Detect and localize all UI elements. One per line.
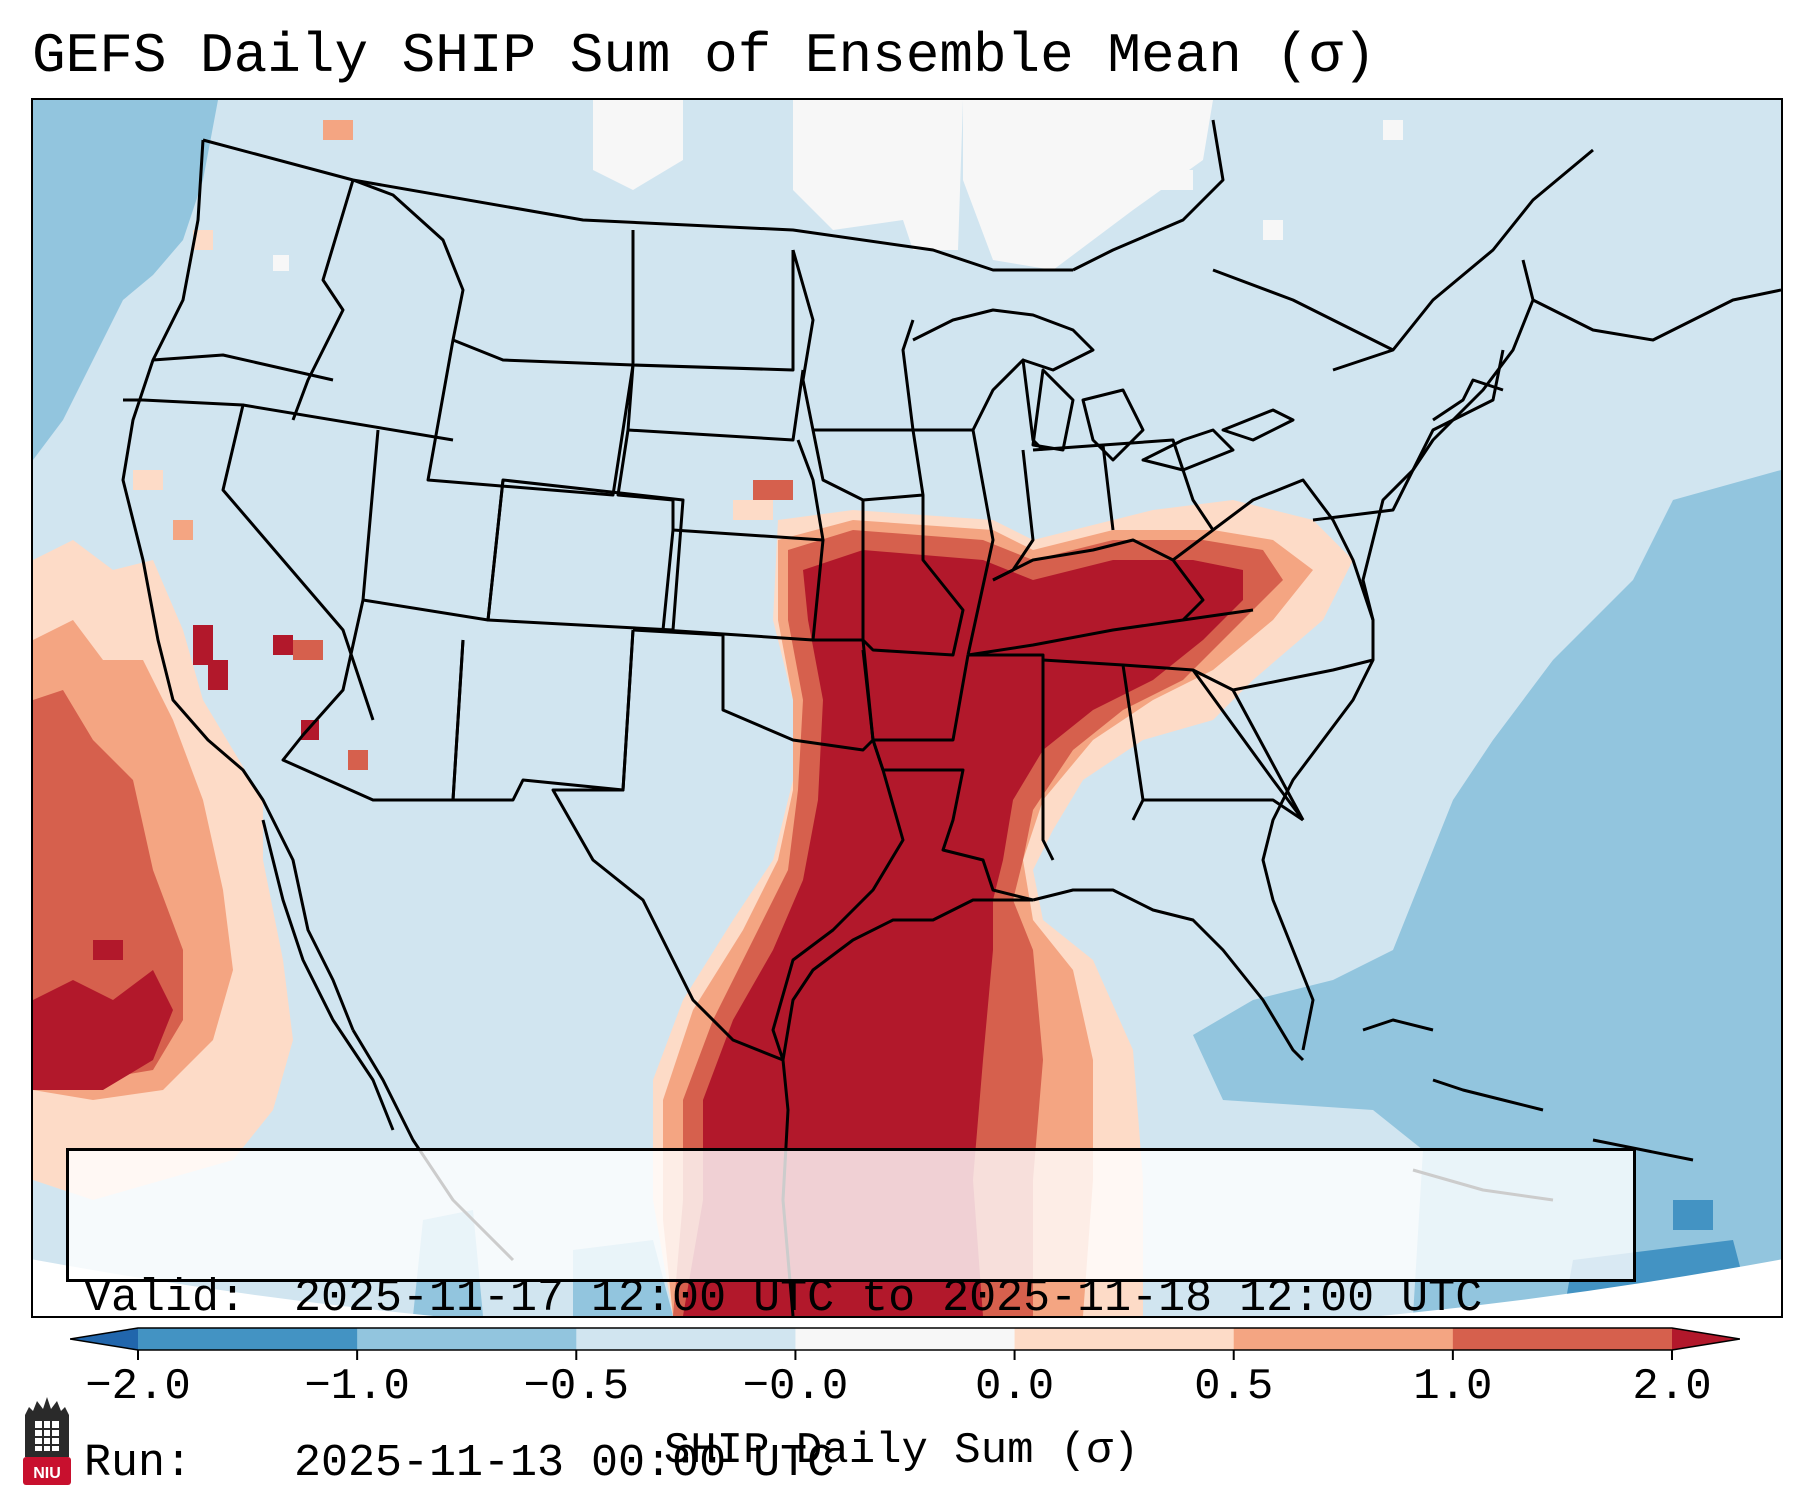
- run-row: Run: 2025-11-13 00:00 UTC: [84, 1436, 1633, 1491]
- valid-value: 2025-11-17 12:00 UTC to 2025-11-18 12:00…: [294, 1273, 1483, 1324]
- colorbar-tick-label: −1.0: [304, 1362, 410, 1412]
- run-key: Run:: [84, 1438, 193, 1489]
- colorbar-tick-label: 0.5: [1194, 1362, 1274, 1412]
- colorbar-extend-under: [70, 1328, 138, 1350]
- valid-key: Valid:: [84, 1273, 247, 1324]
- colorbar-tick-label: 2.0: [1632, 1362, 1712, 1412]
- run-value: 2025-11-13 00:00 UTC: [294, 1438, 835, 1489]
- map-panel: [31, 98, 1783, 1318]
- colorbar-bin: [1452, 1328, 1673, 1350]
- ship-map: [33, 100, 1781, 1316]
- field-pacific-positive: [33, 120, 793, 1200]
- earth-edge: [33, 1259, 1781, 1316]
- colorbar-label: SHIP Daily Sum (σ): [663, 1426, 1140, 1476]
- field-central-positive: [653, 500, 1353, 1316]
- colorbar-bin: [1233, 1328, 1454, 1350]
- state-boundaries: [121, 119, 1781, 1316]
- field-near-zero: [273, 100, 1403, 271]
- colorbar-tick-label: 1.0: [1413, 1362, 1493, 1412]
- valid-run-box: Valid: 2025-11-17 12:00 UTC to 2025-11-1…: [66, 1148, 1636, 1489]
- svg-text:NIU: NIU: [33, 1465, 61, 1482]
- field-negative-ocean: [33, 100, 1781, 1316]
- colorbar-bin: [795, 1328, 1016, 1350]
- valid-row: Valid: 2025-11-17 12:00 UTC to 2025-11-1…: [84, 1271, 1633, 1326]
- colorbar-bin: [1014, 1328, 1235, 1350]
- colorbar-tick-label: −2.0: [85, 1362, 191, 1412]
- figure-title: GEFS Daily SHIP Sum of Ensemble Mean (σ): [32, 24, 1377, 88]
- niu-logo: NIU: [23, 1397, 71, 1485]
- colorbar-bin: [357, 1328, 577, 1350]
- colorbar-bin: [138, 1328, 358, 1350]
- colorbar-bin: [576, 1328, 796, 1350]
- colorbar: [70, 1327, 1740, 1360]
- colorbar-extend-over: [1672, 1328, 1740, 1350]
- colorbar-tick-label: 0.0: [974, 1362, 1055, 1412]
- colorbar-tick-label: −0.0: [742, 1362, 849, 1412]
- colorbar-tick-label: −0.5: [523, 1362, 630, 1412]
